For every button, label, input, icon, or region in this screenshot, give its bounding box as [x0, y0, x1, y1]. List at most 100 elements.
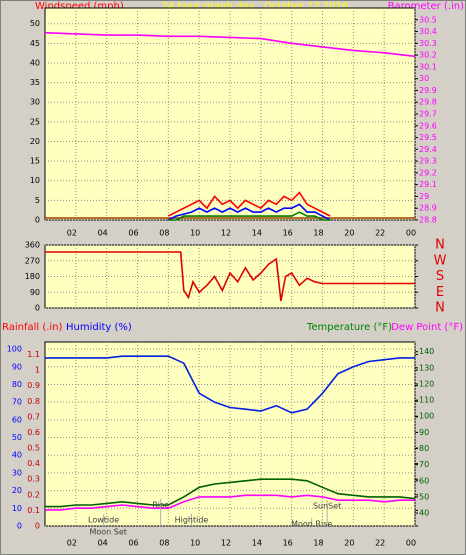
y3-tick-label: 0.5: [27, 444, 40, 453]
y-tick-label: 50: [12, 433, 22, 442]
x-tick-label: 14: [252, 229, 262, 238]
y-tick-label: 180: [25, 272, 40, 281]
y-tick-label: 5: [35, 196, 40, 205]
y2-tick-label: 90: [419, 428, 429, 437]
y3-tick-label: 0.6: [27, 428, 40, 437]
x-tick-label: 18: [313, 229, 323, 238]
y-tick-label: 90: [12, 362, 22, 371]
annotation: Rise: [152, 501, 169, 510]
y-tick-label: 30: [30, 98, 40, 107]
y2-tick-label: 28.9: [419, 204, 437, 213]
y-tick-label: 10: [12, 504, 22, 513]
y2-tick-label: 30.1: [419, 62, 437, 71]
x-tick-label: 00: [406, 539, 416, 548]
series-line: [44, 31, 416, 58]
y2-tick-label: 50: [419, 492, 429, 501]
y3-tick-label: 1.1: [27, 350, 40, 359]
series-line: [45, 355, 415, 414]
y-tick-label: 0: [35, 216, 40, 225]
y2-tick-label: 30.4: [419, 27, 437, 36]
y2-tick-label: S: [436, 269, 444, 284]
rainfall-label: Rainfall (.in): [2, 322, 63, 333]
y2-tick-label: 29.6: [419, 121, 437, 130]
barometer-label: Barometer (.in): [388, 1, 464, 12]
y2-tick-label: 100: [419, 412, 434, 421]
x-tick-label: 12: [221, 229, 231, 238]
dewpoint-label: Dew Point (°F): [391, 322, 463, 333]
y3-tick-label: 0.1: [27, 506, 40, 515]
y3-tick-label: 0: [35, 522, 40, 531]
temperature-label: Temperature (°F): [306, 322, 392, 333]
series-line: [168, 211, 331, 221]
chart-title: 24 hour graph day October 12 2016: [162, 1, 349, 12]
y3-tick-label: 0.9: [27, 381, 40, 390]
y2-tick-label: 29.9: [419, 86, 437, 95]
y-tick-label: 80: [12, 380, 22, 389]
annotation: Moon Set: [89, 528, 126, 537]
y2-tick-label: 140: [419, 347, 434, 356]
x-tick-label: 12: [221, 539, 231, 548]
y2-tick-label: 60: [419, 476, 429, 485]
y-tick-label: 0: [35, 304, 40, 313]
x-tick-label: 16: [283, 229, 293, 238]
y2-tick-label: 29.8: [419, 98, 437, 107]
y2-tick-label: 130: [419, 363, 434, 372]
y2-tick-label: 110: [419, 396, 434, 405]
series-line: [45, 478, 416, 508]
y3-tick-label: 0.3: [27, 475, 40, 484]
humidity-label: Humidity (%): [66, 322, 132, 333]
x-tick-label: 08: [159, 539, 169, 548]
x-tick-label: 06: [128, 229, 138, 238]
x-tick-label: 10: [190, 539, 200, 548]
y-tick-label: 45: [30, 39, 40, 48]
y2-tick-label: 30: [419, 74, 429, 83]
x-tick-label: 00: [406, 229, 416, 238]
y-tick-label: 10: [30, 176, 40, 185]
y-tick-label: 40: [12, 451, 22, 460]
annotation: Lowtide: [88, 516, 119, 525]
x-tick-label: 08: [159, 229, 169, 238]
y2-tick-label: 29.3: [419, 157, 437, 166]
y2-tick-label: N: [435, 301, 445, 316]
y-tick-label: 15: [30, 157, 40, 166]
y3-tick-label: 0.8: [27, 397, 40, 406]
y2-tick-label: 29: [419, 192, 429, 201]
y2-tick-label: 29.2: [419, 168, 437, 177]
annotation: Hightide: [175, 516, 209, 525]
y-tick-label: 100: [7, 345, 22, 354]
series-line: [167, 191, 331, 217]
y2-tick-label: 80: [419, 444, 429, 453]
x-tick-label: 02: [67, 229, 77, 238]
y2-tick-label: 29.7: [419, 110, 437, 119]
x-tick-label: 10: [190, 229, 200, 238]
y2-tick-label: 30.5: [419, 15, 437, 24]
series-line: [45, 494, 415, 511]
x-tick-label: 02: [67, 539, 77, 548]
x-tick-label: 20: [344, 539, 354, 548]
y2-tick-label: W: [434, 253, 447, 268]
x-tick-label: 04: [98, 539, 108, 548]
y2-tick-label: 29.5: [419, 133, 437, 142]
y3-tick-label: 1: [35, 366, 40, 375]
x-tick-label: 20: [344, 229, 354, 238]
y-tick-label: 50: [30, 19, 40, 28]
y-tick-label: 20: [12, 486, 22, 495]
series-line: [167, 203, 331, 221]
x-tick-label: 22: [375, 229, 385, 238]
plot-area: [44, 244, 416, 309]
x-tick-label: 16: [283, 539, 293, 548]
y-tick-label: 70: [12, 398, 22, 407]
y2-tick-label: E: [436, 285, 444, 300]
x-tick-label: 04: [98, 229, 108, 238]
y-tick-label: 35: [30, 78, 40, 87]
y3-tick-label: 0.4: [27, 459, 40, 468]
annotation: Moon Rise: [291, 520, 332, 529]
y-tick-label: 60: [12, 415, 22, 424]
series-line: [45, 251, 415, 302]
y2-tick-label: 30.3: [419, 39, 437, 48]
x-tick-label: 22: [375, 539, 385, 548]
windspeed-label: Windspeed (mph): [35, 1, 124, 12]
y2-tick-label: 40: [419, 509, 429, 518]
y-tick-label: 90: [30, 288, 40, 297]
